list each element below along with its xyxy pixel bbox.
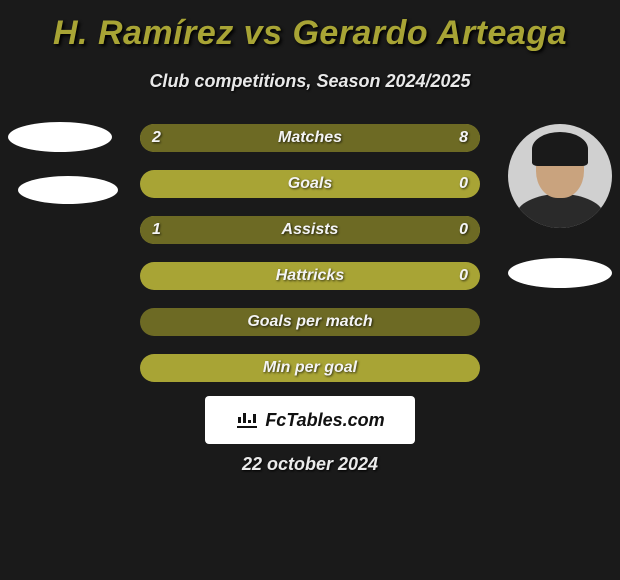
badge-placeholder-right [508, 258, 612, 288]
source-logo-text: FcTables.com [265, 410, 384, 431]
stat-bar-min-per-goal: Min per goal [140, 354, 480, 382]
stat-label: Min per goal [140, 354, 480, 382]
stat-value-right: 0 [459, 262, 468, 290]
stat-bar-left-segment [140, 124, 208, 152]
stat-value-right: 8 [459, 124, 468, 152]
stat-label: Goals per match [140, 308, 480, 336]
stat-bar-assists: 10Assists [140, 216, 480, 244]
stat-value-left: 1 [152, 216, 161, 244]
badge-placeholder-left-2 [18, 176, 118, 204]
stat-bar-goals-per-match: Goals per match [140, 308, 480, 336]
comparison-title: H. Ramírez vs Gerardo Arteaga [0, 0, 620, 53]
stat-label: Goals [140, 170, 480, 198]
stat-label: Hattricks [140, 262, 480, 290]
badge-placeholder-left-1 [8, 122, 112, 152]
stat-bar-right-segment [208, 124, 480, 152]
stat-value-left: 2 [152, 124, 161, 152]
stat-bar-hattricks: 0Hattricks [140, 262, 480, 290]
stat-bar-right-segment [405, 216, 480, 244]
source-logo: FcTables.com [205, 396, 415, 444]
stat-bar-goals: 0Goals [140, 170, 480, 198]
stats-bars: 28Matches0Goals10Assists0HattricksGoals … [140, 124, 480, 400]
comparison-date: 22 october 2024 [0, 454, 620, 475]
stat-value-right: 0 [459, 216, 468, 244]
comparison-subtitle: Club competitions, Season 2024/2025 [0, 71, 620, 92]
stat-bar-left-segment [140, 216, 405, 244]
chart-icon [235, 406, 259, 435]
player-avatar-right [508, 124, 612, 228]
stat-value-right: 0 [459, 170, 468, 198]
stat-bar-matches: 28Matches [140, 124, 480, 152]
